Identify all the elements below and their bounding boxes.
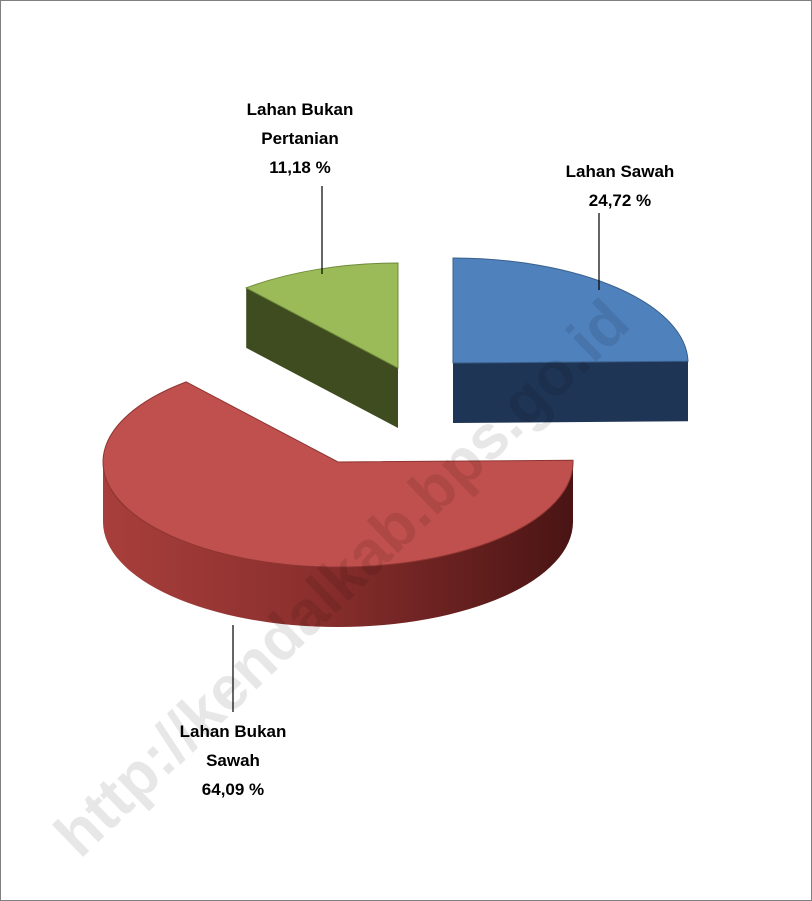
data-label: Lahan Bukan Sawah 64,09 % [180, 722, 287, 799]
pie-slices [102, 257, 689, 627]
slice-top [452, 257, 689, 364]
slice-top [102, 381, 574, 568]
slice-top [244, 262, 399, 369]
pie-slice [452, 257, 689, 423]
slice-wall [246, 287, 398, 428]
leader-lines [232, 186, 600, 712]
pie-slice [102, 381, 574, 627]
pie-slice [244, 262, 399, 428]
data-labels: Lahan Sawah 24,72 % Lahan Bukan Sawah 64,09 … [180, 100, 675, 799]
data-label: Lahan Bukan Pertanian 11,18 % [247, 100, 354, 177]
data-label: Lahan Sawah 24,72 % [566, 162, 675, 210]
slice-wall [453, 361, 688, 423]
slice-side [103, 462, 573, 627]
